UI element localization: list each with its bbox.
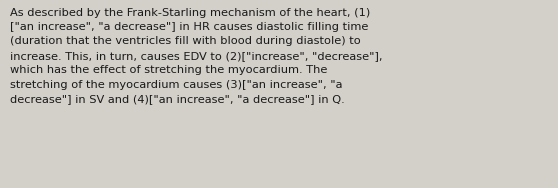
Text: As described by the Frank-Starling mechanism of the heart, (1)
["an increase", ": As described by the Frank-Starling mecha… [10,8,383,104]
